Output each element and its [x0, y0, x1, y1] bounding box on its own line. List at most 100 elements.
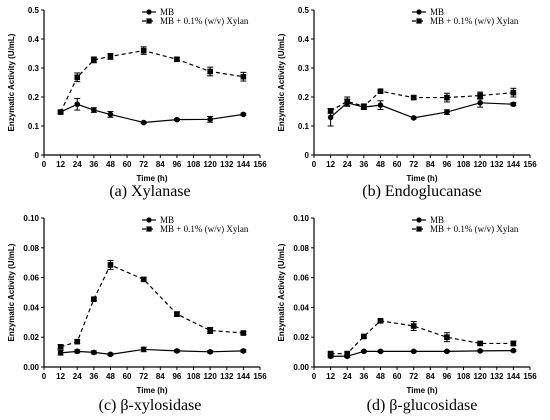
data-point — [510, 89, 517, 96]
x-tick-label: 48 — [376, 160, 385, 169]
data-point — [377, 102, 384, 108]
series-1 — [57, 259, 247, 350]
x-tick-label: 24 — [343, 160, 352, 169]
x-tick-label: 144 — [507, 372, 521, 381]
data-point — [107, 351, 114, 358]
data-point — [377, 88, 384, 94]
x-tick-label: 72 — [139, 372, 148, 381]
data-point — [410, 94, 417, 101]
data-point — [477, 100, 483, 106]
data-point — [107, 262, 114, 268]
x-tick-label: 156 — [253, 160, 267, 169]
x-axis-title: Time (h) — [407, 386, 438, 395]
x-tick-label: 156 — [523, 372, 537, 381]
data-point — [91, 57, 97, 63]
x-tick-label: 120 — [473, 372, 487, 381]
y-tick-label: 0.4 — [28, 35, 40, 44]
data-point — [361, 103, 367, 110]
x-tick-label: 96 — [172, 372, 181, 381]
data-point — [57, 344, 64, 350]
x-tick-label: 132 — [490, 160, 504, 169]
data-point — [444, 109, 450, 115]
data-point — [477, 92, 483, 99]
x-tick-label: 0 — [42, 372, 47, 381]
data-point — [444, 94, 450, 101]
chart-panel-0: 0 12 24 36 48 60 72 84 96 108 120 132 144 156 0 0.1 0.2 0… — [7, 6, 267, 200]
y-axis-title: Enzymatic Activity (U/mL) — [277, 243, 286, 341]
x-tick-label: 12 — [326, 372, 335, 381]
data-point — [510, 347, 517, 354]
data-point — [107, 111, 114, 118]
data-point — [74, 101, 81, 108]
y-tick-label: 0.04 — [293, 303, 309, 312]
series-line — [330, 90, 514, 112]
series-1 — [327, 87, 517, 114]
y-axis-title: Enzymatic Activity (U/mL) — [7, 243, 16, 341]
x-tick-label: 144 — [237, 372, 251, 381]
y-tick-label: 0.3 — [28, 64, 40, 73]
data-point — [510, 340, 517, 347]
x-tick-label: 60 — [393, 372, 402, 381]
y-tick-label: 0.4 — [298, 35, 310, 44]
data-point — [207, 349, 213, 355]
data-point — [107, 53, 114, 60]
data-point — [377, 348, 384, 355]
x-tick-label: 84 — [156, 372, 165, 381]
x-tick-label: 96 — [172, 160, 181, 169]
x-tick-label: 108 — [457, 372, 471, 381]
data-point — [91, 349, 97, 356]
x-tick-label: 60 — [123, 160, 132, 169]
data-point — [207, 327, 213, 334]
y-tick-label: 0 — [305, 151, 310, 160]
series-1 — [327, 318, 517, 357]
legend-marker — [416, 9, 422, 15]
y-tick-label: 0.08 — [23, 244, 39, 253]
data-point — [327, 114, 334, 121]
series-line — [60, 264, 244, 348]
data-point — [207, 68, 213, 75]
x-axis-title: Time (h) — [137, 386, 168, 395]
x-tick-label: 12 — [326, 160, 335, 169]
y-tick-label: 0.2 — [298, 93, 310, 102]
x-tick-label: 120 — [203, 372, 217, 381]
y-axis-title: Enzymatic Activity (U/mL) — [7, 33, 16, 131]
series-1 — [57, 46, 247, 115]
y-tick-label: 0.00 — [23, 363, 39, 372]
legend-label: MB + 0.1% (w/v) Xylan — [430, 224, 519, 234]
data-point — [444, 334, 450, 340]
y-tick-label: 0.5 — [28, 6, 40, 15]
data-point — [174, 311, 180, 317]
series-0 — [57, 346, 247, 358]
legend-marker — [416, 217, 422, 223]
legend-label: MB — [430, 215, 444, 225]
legend-label: MB + 0.1% (w/v) Xylan — [160, 224, 249, 234]
x-tick-label: 132 — [490, 372, 504, 381]
y-tick-label: 0.10 — [293, 214, 309, 223]
series-0 — [327, 97, 517, 127]
y-tick-label: 0.02 — [293, 333, 309, 342]
x-tick-label: 48 — [106, 160, 115, 169]
x-tick-label: 96 — [442, 372, 451, 381]
data-point — [477, 348, 483, 354]
data-point — [140, 276, 147, 283]
x-tick-label: 84 — [156, 160, 165, 169]
legend-label: MB + 0.1% (w/v) Xylan — [430, 16, 519, 26]
data-point — [140, 346, 147, 353]
y-tick-label: 0.5 — [298, 6, 310, 15]
x-tick-label: 156 — [523, 160, 537, 169]
x-tick-label: 12 — [56, 160, 65, 169]
panel-caption: (d) β-glucosidase — [367, 397, 478, 414]
legend-marker — [146, 9, 152, 15]
x-tick-label: 24 — [73, 372, 82, 381]
data-point — [174, 116, 180, 123]
data-point — [327, 350, 334, 357]
series-line — [60, 49, 244, 113]
x-tick-label: 36 — [359, 372, 368, 381]
data-point — [510, 101, 517, 108]
data-point — [240, 348, 247, 354]
legend-marker — [146, 226, 152, 232]
x-tick-label: 0 — [42, 160, 47, 169]
